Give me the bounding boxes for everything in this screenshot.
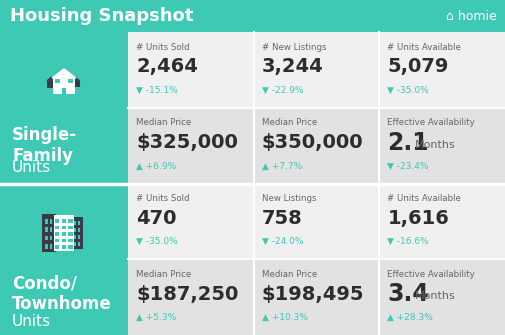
- Bar: [62, 225, 66, 229]
- Bar: [45, 236, 47, 240]
- Text: # Units Available: # Units Available: [387, 43, 461, 52]
- Text: $325,000: $325,000: [136, 133, 238, 152]
- Bar: [68, 225, 73, 229]
- Text: Months: Months: [415, 291, 456, 301]
- Text: Units: Units: [12, 160, 51, 175]
- Bar: [49, 219, 53, 224]
- Text: Condo/
Townhome: Condo/ Townhome: [12, 275, 112, 314]
- Bar: [78, 243, 80, 246]
- Bar: [0, 184, 128, 335]
- Text: # Units Sold: # Units Sold: [136, 194, 189, 203]
- Bar: [72, 81, 80, 87]
- Text: ▼ -16.6%: ▼ -16.6%: [387, 237, 429, 246]
- Bar: [78, 221, 80, 225]
- Text: Effective Availability: Effective Availability: [387, 118, 475, 127]
- Bar: [78, 228, 80, 232]
- Bar: [67, 74, 70, 79]
- Text: ▼ -23.4%: ▼ -23.4%: [387, 161, 429, 171]
- Bar: [55, 79, 61, 83]
- Text: $350,000: $350,000: [262, 133, 363, 152]
- Bar: [0, 32, 128, 184]
- Text: Effective Availability: Effective Availability: [387, 270, 475, 279]
- Bar: [55, 219, 60, 223]
- Bar: [55, 225, 60, 229]
- Bar: [128, 259, 505, 335]
- Bar: [55, 232, 60, 236]
- Text: 2,464: 2,464: [136, 57, 198, 76]
- Text: ▼ -35.0%: ▼ -35.0%: [387, 86, 429, 95]
- Bar: [73, 243, 76, 246]
- Text: # New Listings: # New Listings: [262, 43, 326, 52]
- Text: ▲ +6.9%: ▲ +6.9%: [136, 161, 176, 171]
- Text: 3,244: 3,244: [262, 57, 323, 76]
- Text: Median Price: Median Price: [136, 270, 191, 279]
- Text: Single-
Family: Single- Family: [12, 126, 77, 165]
- Bar: [54, 215, 74, 252]
- Text: 758: 758: [262, 209, 302, 228]
- Bar: [73, 236, 76, 239]
- Bar: [78, 236, 80, 239]
- Bar: [128, 32, 505, 108]
- Bar: [128, 184, 505, 259]
- Bar: [68, 79, 73, 83]
- Bar: [49, 244, 53, 249]
- Text: ▼ -24.0%: ▼ -24.0%: [262, 237, 303, 246]
- Bar: [47, 81, 55, 87]
- Bar: [62, 219, 66, 223]
- Polygon shape: [51, 68, 77, 78]
- Bar: [53, 78, 75, 94]
- Text: ⌂ homie: ⌂ homie: [446, 9, 497, 22]
- Bar: [0, 0, 505, 32]
- Polygon shape: [71, 77, 81, 81]
- Text: ▲ +5.3%: ▲ +5.3%: [136, 313, 176, 322]
- Polygon shape: [46, 76, 56, 81]
- Bar: [55, 245, 60, 249]
- Text: ▼ -15.1%: ▼ -15.1%: [136, 86, 178, 95]
- Bar: [62, 232, 66, 236]
- Text: 470: 470: [136, 209, 177, 228]
- Text: Months: Months: [415, 140, 456, 150]
- Text: Units: Units: [12, 314, 51, 329]
- Text: ▼ -22.9%: ▼ -22.9%: [262, 86, 303, 95]
- Text: $187,250: $187,250: [136, 285, 238, 304]
- Bar: [62, 245, 66, 249]
- Text: 1,616: 1,616: [387, 209, 449, 228]
- Bar: [73, 228, 76, 232]
- Text: ▲ +28.3%: ▲ +28.3%: [387, 313, 433, 322]
- Bar: [45, 244, 47, 249]
- Bar: [128, 108, 505, 184]
- Text: 2.1: 2.1: [387, 131, 429, 154]
- Bar: [62, 87, 66, 94]
- Text: 3.4: 3.4: [387, 282, 429, 306]
- Bar: [73, 221, 76, 225]
- Bar: [45, 227, 47, 232]
- Bar: [49, 227, 53, 232]
- Bar: [68, 239, 73, 242]
- Bar: [49, 236, 53, 240]
- Text: New Listings: New Listings: [262, 194, 316, 203]
- Bar: [42, 214, 56, 253]
- Text: ▲ +7.7%: ▲ +7.7%: [262, 161, 302, 171]
- Bar: [68, 232, 73, 236]
- Bar: [62, 239, 66, 242]
- Bar: [68, 245, 73, 249]
- Text: 5,079: 5,079: [387, 57, 449, 76]
- Text: Housing Snapshot: Housing Snapshot: [10, 7, 193, 25]
- Text: Median Price: Median Price: [262, 270, 317, 279]
- Text: # Units Sold: # Units Sold: [136, 43, 189, 52]
- Text: ▼ -35.0%: ▼ -35.0%: [136, 237, 178, 246]
- Bar: [71, 217, 83, 250]
- Text: $198,495: $198,495: [262, 285, 364, 304]
- Bar: [45, 219, 47, 224]
- Text: # Units Available: # Units Available: [387, 194, 461, 203]
- Text: ▲ +10.3%: ▲ +10.3%: [262, 313, 308, 322]
- Text: Median Price: Median Price: [262, 118, 317, 127]
- Text: Median Price: Median Price: [136, 118, 191, 127]
- Bar: [55, 239, 60, 242]
- Bar: [68, 219, 73, 223]
